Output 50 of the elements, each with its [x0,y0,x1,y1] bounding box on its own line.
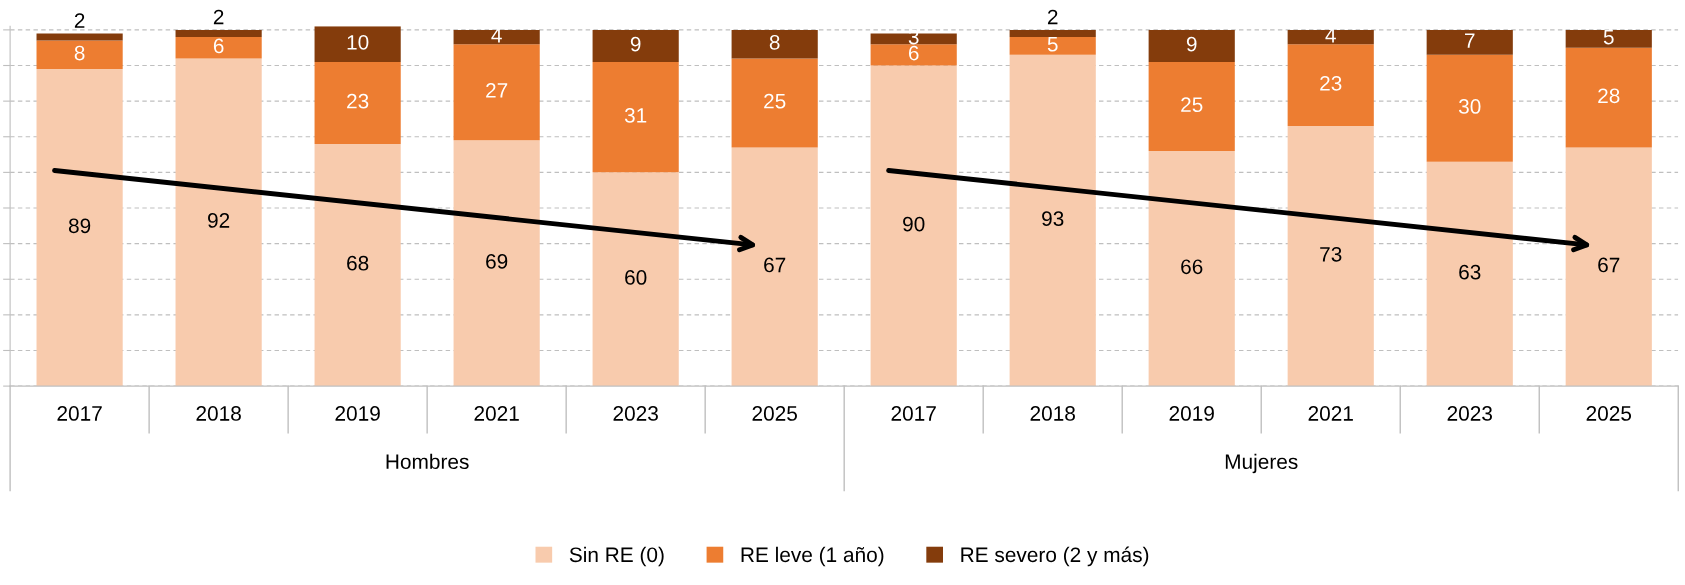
data-label: 67 [1598,257,1620,273]
data-label: 66 [1181,259,1203,275]
data-label: 30 [1458,99,1481,114]
x-tick-label: 2018 [196,406,241,421]
x-tick-label: 2021 [474,406,519,421]
data-label: 31 [624,108,647,123]
data-label: 9 [630,36,641,52]
data-label: 2 [1047,9,1058,25]
data-label: 5 [1047,36,1058,52]
data-label: 6 [908,45,919,61]
data-label: 69 [486,254,508,269]
data-label: 23 [1320,75,1342,91]
legend-label: RE severo (2 y más) [961,546,1149,567]
data-label: 2 [74,13,85,28]
data-label: 93 [1042,211,1064,227]
data-label: 8 [769,34,780,50]
x-tick-label: 2019 [335,406,380,421]
data-label: 67 [764,257,786,273]
data-label: 60 [625,270,647,285]
data-label: 23 [347,93,369,109]
data-label: 25 [764,93,786,109]
legend-label: Sin RE (0) [569,546,664,567]
data-label: 68 [347,255,369,271]
x-tick-label: 2018 [1030,406,1075,421]
text: Mujeres [1225,453,1298,474]
data-label: 90 [903,216,925,232]
data-label: 25 [1181,97,1203,113]
data-label: 28 [1598,88,1620,104]
data-label: 63 [1459,264,1481,280]
data-label: 10 [347,34,369,50]
data-label: 8 [74,45,85,61]
data-label: 73 [1320,246,1342,262]
data-label: 6 [213,38,224,54]
legend-label: RE leve (1 año) [741,546,884,567]
data-label: 92 [208,213,230,228]
data-label: 89 [68,218,91,234]
x-tick-label: 2017 [891,406,936,421]
data-label: 5 [1603,29,1614,45]
data-label: 9 [1186,36,1197,52]
data-label: 27 [486,83,508,98]
data-label: 2 [213,9,224,25]
x-tick-label: 2023 [1447,406,1492,421]
data-label: 7 [1465,33,1475,48]
text: Hombres [386,453,469,470]
x-tick-label: 2021 [1308,406,1353,421]
x-tick-label: 2017 [57,406,102,421]
x-tick-label: 2025 [1586,406,1632,421]
x-tick-label: 2023 [613,406,658,421]
x-tick-label: 2025 [752,406,797,421]
x-tick-label: 2019 [1169,406,1214,421]
